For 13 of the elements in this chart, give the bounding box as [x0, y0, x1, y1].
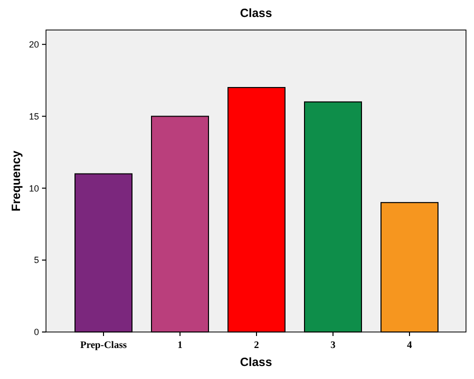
x-tick-label: 3: [330, 340, 336, 351]
y-axis-title: Frequency: [9, 150, 23, 212]
y-tick-label: 15: [28, 111, 39, 122]
y-tick-label: 5: [34, 255, 39, 266]
x-tick-label: 1: [178, 340, 182, 351]
chart-title: Class: [240, 6, 272, 20]
x-tick-label: 2: [254, 340, 259, 351]
x-tick-label: 4: [407, 340, 412, 351]
y-tick-label: 0: [34, 327, 39, 338]
x-axis-title: Class: [240, 355, 272, 369]
x-tick-label: Prep-Class: [80, 340, 127, 351]
y-tick-label: 20: [28, 40, 39, 50]
y-tick-label: 10: [28, 183, 39, 194]
